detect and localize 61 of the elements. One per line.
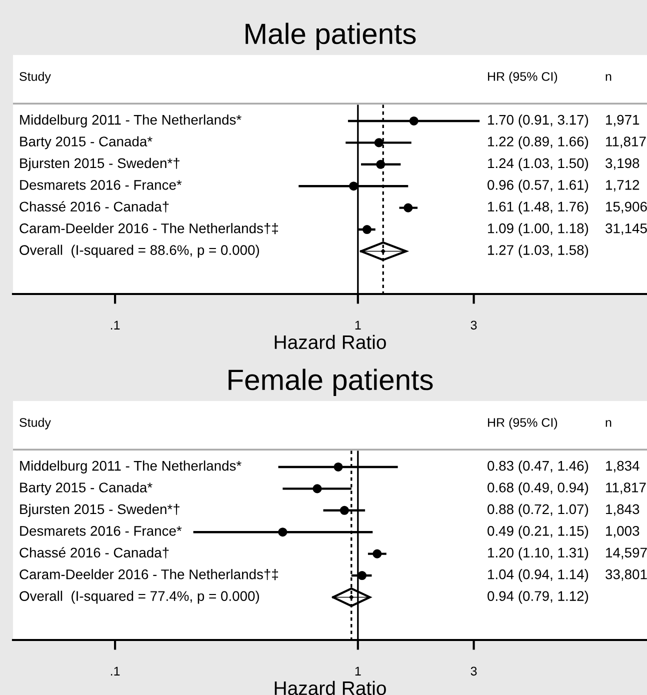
x-tick-label: 1 <box>355 666 361 676</box>
annotation: 1.22 (0.89, 1.66) <box>488 136 588 150</box>
text: Study <box>20 418 51 430</box>
annotation: 0.49 (0.21, 1.15) <box>488 526 588 539</box>
x-tick-label: .1 <box>110 666 120 676</box>
y-tick-label: Desmarets 2016 - France* <box>20 526 182 536</box>
y-tick-label: Overall (I-squared = 88.6%, p = 0.000) <box>20 244 260 258</box>
chart-title: Female patients <box>228 368 433 396</box>
x-axis-title: Hazard Ratio <box>274 680 386 695</box>
annotation: 1.04 (0.94, 1.14) <box>488 569 588 582</box>
x-tick-label: 3 <box>470 320 477 330</box>
text: n <box>606 74 612 81</box>
text: n <box>606 420 612 427</box>
annotation: 1.70 (0.91, 3.17) <box>488 114 588 128</box>
annotation: 1.20 (1.10, 1.31) <box>488 547 588 560</box>
annotation: 1,003 <box>606 526 640 538</box>
annotation: 11,817 <box>606 136 646 148</box>
x-tick-label: .1 <box>110 320 120 330</box>
annotation: 1.24 (1.03, 1.50) <box>488 158 588 171</box>
annotation: 0.68 (0.49, 0.94) <box>488 482 588 496</box>
x-tick-label: 3 <box>470 666 477 676</box>
annotation: 3,198 <box>606 158 640 170</box>
annotation: 1.27 (1.03, 1.58) <box>488 244 588 258</box>
annotation: 0.83 (0.47, 1.46) <box>488 460 588 474</box>
annotation: 0.88 (0.72, 1.07) <box>488 504 588 517</box>
annotation: 0.94 (0.79, 1.12) <box>488 590 588 604</box>
y-tick-label: Middelburg 2011 - The Netherlands* <box>20 460 242 474</box>
annotation: 1,712 <box>606 180 640 192</box>
annotation: 1,843 <box>606 504 640 516</box>
annotation: 1.09 (1.00, 1.18) <box>488 223 588 236</box>
annotation: 33,801 <box>606 569 647 581</box>
point <box>362 225 372 234</box>
y-tick-label: Bjursten 2015 - Sweden*† <box>20 158 180 171</box>
x-axis-title: Hazard Ratio <box>274 334 386 350</box>
x-tick-label: 1 <box>355 320 361 330</box>
y-tick-label: Bjursten 2015 - Sweden*† <box>20 504 180 517</box>
annotation: 31,145 <box>606 223 647 235</box>
text: HR (95% CI) <box>488 72 558 84</box>
annotation: 15,906 <box>606 202 647 214</box>
y-tick-label: Chassé 2016 - Canada† <box>20 547 169 558</box>
chart-title: Male patients <box>246 22 416 50</box>
y-tick-label: Chassé 2016 - Canada† <box>20 201 169 212</box>
text: HR (95% CI) <box>488 418 558 430</box>
y-tick-label: Barty 2015 - Canada* <box>20 482 152 496</box>
point <box>374 138 384 148</box>
y-tick-label: Middelburg 2011 - The Netherlands* <box>20 114 242 128</box>
y-tick-label: Desmarets 2016 - France* <box>20 180 182 190</box>
annotation: 0.96 (0.57, 1.61) <box>488 180 588 193</box>
y-tick-label: Overall (I-squared = 77.4%, p = 0.000) <box>20 590 260 604</box>
point <box>376 160 386 169</box>
point <box>380 249 386 254</box>
annotation: 1.61 (1.48, 1.76) <box>488 201 588 214</box>
y-tick-label: Caram-Deelder 2016 - The Netherlands†‡ <box>20 569 278 580</box>
y-tick-label: Caram-Deelder 2016 - The Netherlands†‡ <box>20 223 278 234</box>
y-tick-label: Barty 2015 - Canada* <box>20 136 152 150</box>
text: Study <box>20 72 51 84</box>
annotation: 11,817 <box>606 482 646 494</box>
annotation: 1,834 <box>606 460 640 472</box>
point <box>404 203 413 212</box>
annotation: 1,971 <box>606 114 640 126</box>
annotation: 14,597 <box>606 548 647 560</box>
